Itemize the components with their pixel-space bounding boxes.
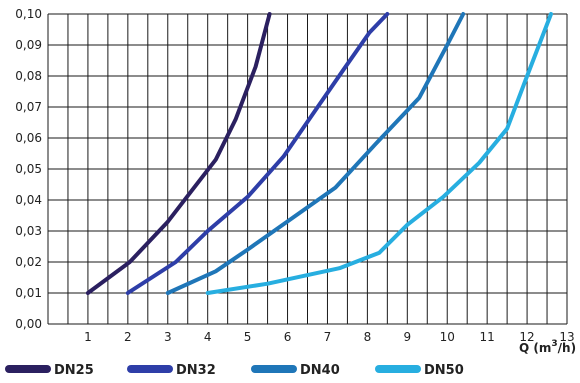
y-tick-label: 0,08 <box>15 69 42 83</box>
y-tick-label: 0,03 <box>15 224 42 238</box>
x-tick-label: 2 <box>124 330 132 344</box>
x-tick-label: 10 <box>440 330 455 344</box>
y-tick-label: 0,02 <box>15 255 42 269</box>
grid-horizontal <box>48 13 567 325</box>
legend: DN25 DN32 DN40 DN50 <box>5 363 464 378</box>
y-tick-label: 0,05 <box>15 162 42 176</box>
y-tick-label: 0,10 <box>15 7 42 21</box>
legend-label-dn40: DN40 <box>300 363 340 378</box>
y-tick-label: 0,04 <box>15 193 42 207</box>
series-line-dn32 <box>125 12 390 295</box>
x-tick-label: 6 <box>284 330 292 344</box>
y-axis-tick-labels: 0,00 0,01 0,02 0,03 0,04 0,05 0,06 0,07 0,08 0,09… <box>15 7 42 331</box>
y-tick-label: 0,00 <box>15 317 42 331</box>
series-line-dn40 <box>165 12 466 295</box>
x-tick-label: 3 <box>164 330 172 344</box>
x-tick-label: 4 <box>204 330 212 344</box>
x-axis-tick-labels: 1 2 3 4 5 6 7 8 9 10 11 12 13 <box>84 330 575 344</box>
x-tick-label: 9 <box>403 330 411 344</box>
x-unit-label-prefix: Q (m <box>519 341 551 355</box>
x-tick-label: 7 <box>324 330 332 344</box>
y-tick-label: 0,06 <box>15 131 42 145</box>
series-lines <box>85 12 553 295</box>
y-tick-label: 0,07 <box>15 100 42 114</box>
x-tick-label: 13 <box>559 330 574 344</box>
y-tick-label: 0,01 <box>15 286 42 300</box>
legend-label-dn25: DN25 <box>54 363 94 378</box>
x-tick-label: 8 <box>364 330 372 344</box>
x-unit-label-sup: 3 <box>551 339 557 349</box>
y-tick-label: 0,09 <box>15 38 42 52</box>
x-unit-label: Q (m3/h) <box>519 339 576 355</box>
legend-label-dn50: DN50 <box>424 363 464 378</box>
x-tick-label: 5 <box>244 330 252 344</box>
x-unit-label-suffix: /h) <box>558 341 576 355</box>
x-tick-label: 1 <box>84 330 92 344</box>
series-line-dn25 <box>85 12 272 295</box>
x-tick-label: 12 <box>519 330 534 344</box>
series-line-dn50 <box>205 12 553 295</box>
legend-label-dn32: DN32 <box>176 363 216 378</box>
x-tick-label: 11 <box>480 330 495 344</box>
